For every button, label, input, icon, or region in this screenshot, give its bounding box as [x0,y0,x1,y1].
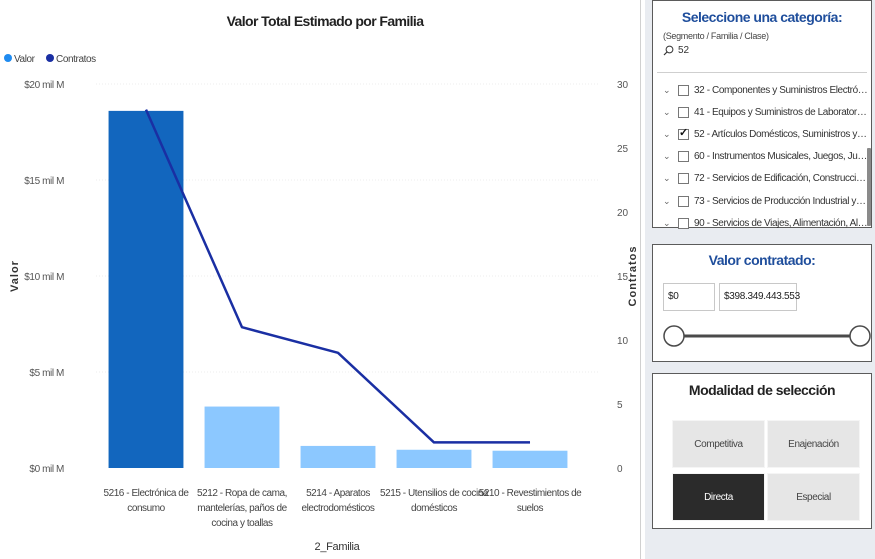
x-axis-tick: domésticos [411,503,458,514]
legend-label: Contratos [56,54,96,65]
y-axis-tick: $15 mil M [24,176,64,187]
category-slicer-subtitle: (Segmento / Familia / Clase) [663,31,769,41]
category-item[interactable]: ⌄ 60 - Instrumentos Musicales, Juegos, Ju… [663,146,868,168]
legend-marker-0 [4,54,12,62]
category-slicer: Seleccione una categoría: (Segmento / Fa… [652,0,872,229]
category-label: 90 - Servicios de Viajes, Alimentación, … [694,217,868,229]
x-axis-tick: suelos [517,503,544,514]
x-axis-tick: 5214 - Aparatos [306,488,370,499]
y2-axis-tick: 25 [617,144,629,155]
category-list-scrollbar[interactable] [867,148,871,226]
x-axis-tick: 5212 - Ropa de cama, [197,488,287,499]
expand-chevron-icon[interactable]: ⌄ [663,173,671,184]
mode-option-competitiva[interactable]: Competitiva [672,420,765,468]
bar-0 [108,110,184,468]
x-axis-tick: cocina y toallas [211,518,273,529]
category-item[interactable]: ⌄ 72 - Servicios de Edificación, Construc… [663,168,868,190]
x-axis-tick: 5210 - Revestimientos de [479,488,582,499]
mode-option-especial[interactable]: Especial [767,473,860,521]
expand-chevron-icon[interactable]: ⌄ [663,128,671,139]
search-divider [657,72,867,73]
y-axis-label: Valor [9,260,21,292]
slider-min-handle[interactable] [663,325,685,347]
slider-max-handle[interactable] [849,325,871,347]
y2-axis-tick: 30 [617,80,629,91]
mode-slicer-title: Modalidad de selección [688,382,836,398]
y-axis-tick: $20 mil M [24,80,64,91]
y-axis-tick: $10 mil M [24,272,64,283]
category-list: ⌄ 32 - Componentes y Suministros Electrón… [663,79,868,234]
mode-option-directa[interactable]: Directa [672,473,765,521]
value-slicer-title: Valor contratado: [708,252,816,268]
x-axis-tick: consumo [127,503,165,514]
category-label: 32 - Componentes y Suministros Electróni… [694,84,868,96]
category-checkbox[interactable] [678,126,689,140]
expand-chevron-icon[interactable]: ⌄ [663,195,671,206]
bar-line-chart: Valor Total Estimado por Familia Valor Con… [4,13,639,553]
expand-chevron-icon[interactable]: ⌄ [663,151,671,162]
bar-2 [300,445,376,468]
value-range-slider [663,325,871,347]
y2-axis-tick: 15 [617,272,629,283]
y2-axis-tick: 10 [617,336,629,347]
y2-axis-tick: 20 [617,208,629,219]
y2-axis-label: Contratos [627,246,639,307]
category-checkbox[interactable] [678,106,689,118]
legend-marker-1 [46,54,54,62]
category-label: 60 - Instrumentos Musicales, Juegos, Jug… [694,151,868,163]
search-row [663,45,871,56]
category-item[interactable]: ⌄ 41 - Equipos y Suministros de Laborator… [663,101,868,123]
x-axis-tick: 5215 - Utensilios de cocina [380,488,489,499]
category-label: 73 - Servicios de Producción Industrial … [694,195,868,207]
category-checkbox[interactable] [678,173,689,185]
x-axis-label: 2_Familia [315,541,361,553]
chart-panel: Valor Total Estimado por Familia Valor Con… [4,0,641,559]
category-item[interactable]: ⌄ 32 - Componentes y Suministros Electrón… [663,79,868,101]
category-checkbox[interactable] [678,195,689,207]
contratos-line [144,109,530,444]
x-axis-tick: mantelerías, paños de [197,503,287,514]
legend-label: Valor [14,54,36,65]
category-item[interactable]: ⌄ 90 - Servicios de Viajes, Alimentación,… [663,212,868,234]
category-label: 72 - Servicios de Edificación, Construcc… [694,173,868,185]
y2-axis-tick: 0 [617,464,623,475]
x-axis-tick: electrodomésticos [302,503,375,514]
bar-1 [204,406,280,468]
category-checkbox[interactable] [678,151,689,163]
expand-chevron-icon[interactable]: ⌄ [663,84,671,95]
category-item[interactable]: ⌄ 73 - Servicios de Producción Industrial… [663,190,868,212]
chart-title: Valor Total Estimado por Familia [227,13,425,29]
category-checkbox[interactable] [678,217,689,229]
category-slicer-title: Seleccione una categoría: [681,9,843,25]
x-axis-tick: 5216 - Electrónica de [103,488,189,499]
y-axis-tick: $0 mil M [29,464,64,475]
category-item[interactable]: ⌄ 52 - Artículos Domésticos, Suministros … [663,123,868,145]
bar-3 [396,449,472,468]
category-label: 52 - Artículos Domésticos, Suministros y… [694,128,868,140]
bar-4 [492,450,568,468]
search-input[interactable] [678,45,798,56]
y-axis-tick: $5 mil M [29,368,64,379]
search-icon [663,45,674,56]
category-checkbox[interactable] [678,84,689,96]
mode-option-enajenacion[interactable]: Enajenación [767,420,860,468]
expand-chevron-icon[interactable]: ⌄ [663,217,671,228]
min-value-input[interactable]: $0 [663,283,715,311]
max-value-input[interactable]: $398.349.443.553 [719,283,800,311]
y2-axis-tick: 5 [617,400,623,411]
expand-chevron-icon[interactable]: ⌄ [663,106,671,117]
category-label: 41 - Equipos y Suministros de Laboratori… [694,106,868,118]
